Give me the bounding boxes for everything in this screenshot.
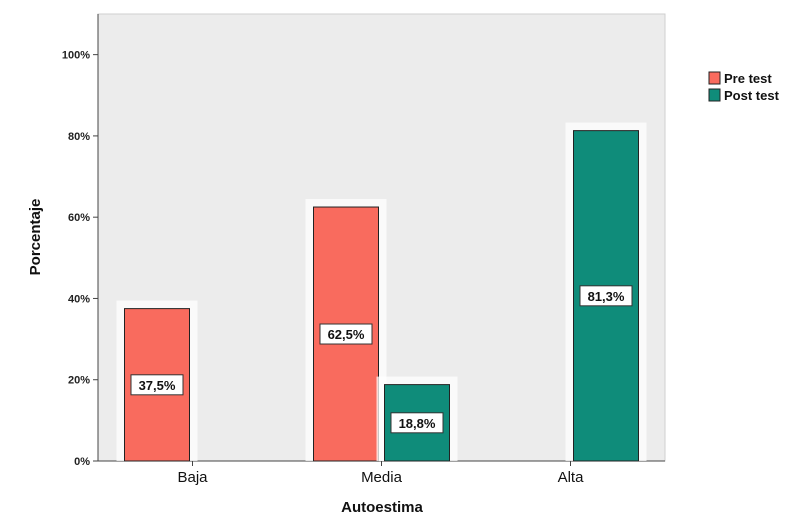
data-label: 37,5% xyxy=(139,378,176,393)
y-tick-label: 0% xyxy=(74,456,90,468)
data-label-box xyxy=(130,374,184,396)
x-axis-ticks: Baja Media Alta xyxy=(177,461,584,486)
data-label: 18,8% xyxy=(399,416,436,431)
data-label-box xyxy=(390,412,444,434)
y-tick-label: 80% xyxy=(68,131,90,143)
x-tick-label: Alta xyxy=(558,469,585,486)
data-labels: 37,5% 62,5% 18,8% 81,3% xyxy=(130,285,633,434)
data-label: 62,5% xyxy=(328,327,365,342)
y-axis-ticks: 0% 20% 40% 60% 80% 100% xyxy=(62,50,98,468)
y-tick-label: 40% xyxy=(68,293,90,305)
data-label-box xyxy=(319,323,373,345)
x-tick-label: Baja xyxy=(177,469,208,486)
data-label-box xyxy=(579,285,633,307)
legend-entry: Post test xyxy=(724,88,780,103)
y-tick-label: 60% xyxy=(68,212,90,224)
data-label: 81,3% xyxy=(588,289,625,304)
x-axis-title: Autoestima xyxy=(341,499,423,516)
x-tick-label: Media xyxy=(361,469,403,486)
y-axis-title: Porcentaje xyxy=(27,199,44,276)
legend-swatch xyxy=(708,71,721,85)
legend-entry: Pre test xyxy=(724,71,772,86)
y-tick-label: 100% xyxy=(62,50,90,62)
y-tick-label: 20% xyxy=(68,375,90,387)
legend-swatch xyxy=(708,88,721,102)
legend: Pre test Post test xyxy=(708,71,780,103)
